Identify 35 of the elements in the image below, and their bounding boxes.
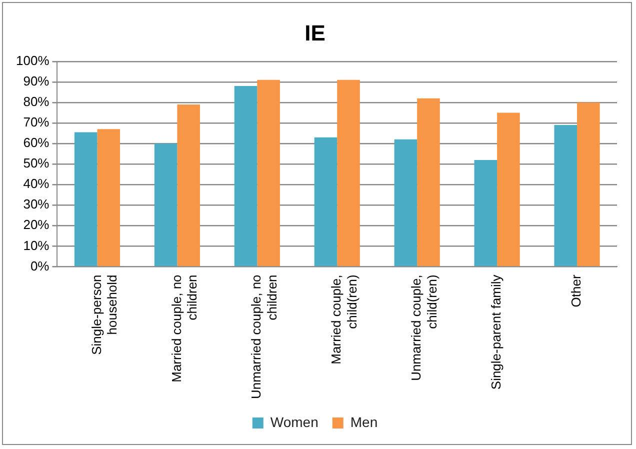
bar: [474, 160, 498, 266]
bar: [177, 104, 200, 266]
bar: [154, 144, 178, 266]
y-tick-label: 90%: [23, 74, 50, 89]
y-tick-label: 20%: [23, 217, 50, 232]
legend-label: Men: [350, 414, 378, 430]
y-tick-label: 80%: [23, 94, 50, 110]
x-tick-label: Other: [568, 274, 584, 308]
bar: [497, 112, 520, 266]
y-tick-label: 30%: [23, 196, 50, 212]
bar: [74, 132, 98, 266]
bar: [314, 137, 338, 266]
bar: [257, 80, 280, 266]
bar: [577, 102, 600, 266]
bar: [394, 139, 418, 266]
bar: [554, 125, 578, 266]
bar: [337, 80, 360, 266]
x-tick-label: Single-parent family: [488, 274, 504, 390]
y-tick-label: 60%: [23, 135, 50, 150]
y-tick-label: 50%: [23, 156, 50, 171]
x-tick-label: Married couple, no children: [168, 274, 200, 382]
x-tick-label: Unmarried couple, no children: [248, 274, 280, 400]
y-tick-label: 70%: [23, 114, 50, 130]
chart-title: IE: [304, 20, 326, 46]
y-tick-label: 10%: [23, 238, 50, 253]
bar: [417, 98, 440, 266]
x-tick-label: Single-person household: [88, 274, 120, 355]
legend-label: Women: [270, 414, 318, 430]
x-tick-label: Unmarried couple, child(ren): [408, 274, 440, 381]
bar: [97, 129, 120, 266]
y-tick-label: 0%: [30, 258, 50, 274]
y-tick-label: 40%: [23, 176, 50, 192]
x-tick-label: Married couple, child(ren): [328, 274, 360, 364]
bar: [234, 86, 258, 266]
y-tick-label: 100%: [16, 52, 50, 68]
